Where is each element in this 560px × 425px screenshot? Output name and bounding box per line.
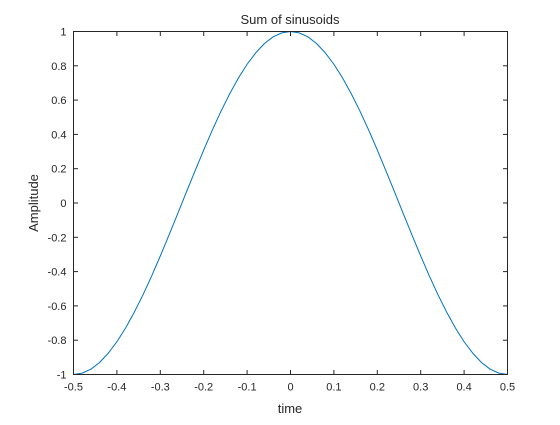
x-tick-label: -0.1 (238, 382, 257, 394)
x-tick-label: 0 (287, 382, 293, 394)
y-tick-label: 0 (60, 198, 66, 210)
y-tick-label: 0.6 (51, 95, 66, 107)
y-tick-label: 1 (60, 27, 66, 39)
x-axis: -0.5 -0.4 -0.3 -0.2 -0.1 0 0.1 0.2 0.3 0.4 0.5 (64, 31, 515, 394)
x-tick-label: 0.1 (326, 382, 341, 394)
x-tick-label: 0.2 (370, 382, 385, 394)
y-tick-label: -0.2 (48, 232, 67, 244)
axes-box (73, 31, 508, 375)
y-tick-label: -1 (57, 370, 67, 382)
x-tick-label: 0.3 (413, 382, 428, 394)
x-tick-label: -0.5 (64, 382, 83, 394)
y-tick-label: 0.8 (51, 61, 66, 73)
y-tick-label: -0.6 (48, 301, 67, 313)
y-axis-label: Amplitude (26, 174, 41, 232)
x-tick-label: -0.2 (194, 382, 213, 394)
x-tick-label: 0.4 (456, 382, 471, 394)
y-tick-label: 0.4 (51, 129, 66, 141)
x-axis-label: time (278, 401, 303, 416)
x-tick-label: -0.4 (107, 382, 126, 394)
chart-title: Sum of sinusoids (241, 12, 340, 27)
x-tick-label: -0.3 (151, 382, 170, 394)
y-tick-label: -0.4 (48, 267, 67, 279)
y-tick-label: -0.8 (48, 335, 67, 347)
y-tick-label: 0.2 (51, 164, 66, 176)
plot-area (73, 31, 507, 374)
x-tick-label: 0.5 (500, 382, 515, 394)
